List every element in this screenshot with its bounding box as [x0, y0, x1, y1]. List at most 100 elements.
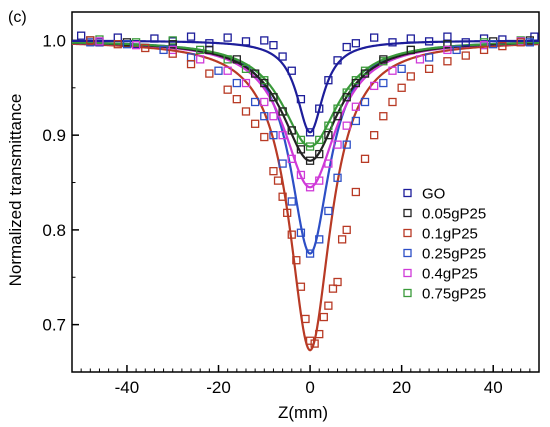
data-point-0.1gP25: [379, 112, 388, 121]
y-tick-label: 0.9: [42, 126, 66, 145]
data-point-0.05gP25: [443, 40, 452, 49]
legend-label-0.4gP25: 0.4gP25: [422, 266, 478, 283]
data-point-GO: [269, 41, 278, 50]
data-point-0.1gP25: [479, 45, 489, 55]
x-tick-label: -40: [115, 378, 140, 397]
data-point-0.4gP25: [287, 154, 296, 163]
data-point-0.75gP25: [223, 55, 232, 64]
data-point-0.1gP25: [397, 83, 406, 92]
x-tick-label: 0: [305, 378, 314, 397]
data-point-GO: [241, 37, 251, 46]
data-point-0.4gP25: [223, 66, 232, 75]
data-point-0.1gP25: [278, 192, 287, 201]
data-point-0.25gP25: [278, 159, 287, 168]
legend-marker-0.4gP25: [403, 268, 412, 278]
data-point-0.05gP25: [232, 55, 241, 64]
data-point-GO: [461, 38, 470, 47]
data-point-0.1gP25: [351, 187, 361, 197]
data-point-0.05gP25: [305, 156, 315, 165]
data-point-0.25gP25: [159, 45, 168, 55]
data-point-0.4gP25: [342, 121, 351, 130]
data-point-0.4gP25: [278, 131, 287, 140]
data-point-0.1gP25: [260, 132, 269, 142]
data-point-0.1gP25: [498, 41, 507, 51]
x-tick-label: 40: [484, 378, 503, 397]
data-point-0.1gP25: [141, 43, 150, 53]
data-point-0.4gP25: [305, 183, 315, 192]
data-point-0.25gP25: [232, 78, 241, 88]
data-point-0.1gP25: [319, 312, 328, 322]
axes: [71, 11, 540, 373]
data-point-GO: [77, 31, 86, 40]
legend-label-GO: GO: [422, 186, 445, 203]
data-point-0.1gP25: [305, 336, 315, 345]
data-point-0.25gP25: [342, 140, 351, 149]
data-point-0.1gP25: [424, 64, 434, 73]
data-point-0.25gP25: [489, 40, 498, 49]
data-point-0.4gP25: [269, 112, 278, 121]
data-point-0.05gP25: [278, 107, 287, 116]
data-point-0.1gP25: [301, 314, 310, 324]
data-point-0.75gP25: [315, 135, 324, 145]
data-point-0.05gP25: [342, 93, 351, 102]
data-point-0.25gP25: [260, 112, 269, 121]
data-point-0.4gP25: [315, 176, 324, 185]
legend-marker-0.25gP25: [403, 248, 412, 258]
data-point-0.25gP25: [525, 38, 534, 47]
data-point-0.4gP25: [479, 41, 489, 50]
data-point-0.75gP25: [342, 88, 351, 97]
y-tick-label: 0.7: [42, 316, 66, 335]
data-point-0.1gP25: [241, 107, 251, 116]
data-point-0.25gP25: [315, 235, 324, 244]
data-point-0.1gP25: [269, 167, 278, 176]
data-point-0.1gP25: [292, 256, 301, 265]
data-point-0.1gP25: [86, 36, 95, 45]
data-point-0.4gP25: [196, 55, 205, 64]
data-point-0.1gP25: [186, 59, 196, 69]
data-point-0.75gP25: [196, 45, 205, 55]
data-point-0.1gP25: [296, 282, 306, 291]
data-point-0.05gP25: [287, 126, 296, 135]
data-point-0.75gP25: [296, 135, 306, 145]
legend: GO 0.05gP25 0.1gP25 0.25gP25 0.4gP25 0.75gP25: [403, 186, 486, 303]
data-point-GO: [424, 37, 434, 46]
data-point-0.1gP25: [315, 329, 324, 339]
x-axis-title: Z(mm): [278, 403, 328, 422]
legend-label-0.75gP25: 0.75gP25: [422, 286, 486, 303]
fit-curve-0.05gP25: [71, 41, 540, 162]
data-point-0.05gP25: [269, 93, 278, 102]
data-point-0.25gP25: [122, 40, 132, 49]
data-point-0.05gP25: [168, 40, 177, 49]
data-point-0.4gP25: [260, 97, 269, 107]
data-point-GO: [406, 34, 415, 43]
data-point-0.1gP25: [461, 51, 470, 60]
legend-label-0.05gP25: 0.05gP25: [422, 206, 486, 223]
data-points: [77, 31, 539, 348]
data-point-GO: [305, 128, 315, 137]
data-point-0.1gP25: [324, 301, 333, 310]
data-point-GO: [315, 104, 324, 113]
data-point-GO: [296, 95, 306, 104]
data-point-0.75gP25: [241, 64, 251, 73]
data-point-0.4gP25: [241, 78, 251, 88]
x-tick-label: 20: [392, 378, 411, 397]
data-point-GO: [223, 33, 232, 42]
data-point-0.25gP25: [452, 45, 461, 55]
legend-marker-0.05gP25: [403, 208, 412, 218]
data-point-0.1gP25: [370, 131, 379, 140]
data-point-0.4gP25: [296, 170, 306, 180]
data-point-0.05gP25: [406, 45, 415, 55]
data-point-0.1gP25: [250, 119, 260, 128]
data-point-0.4gP25: [324, 159, 333, 168]
fit-curve-GO: [72, 39, 539, 134]
data-point-0.25gP25: [269, 131, 278, 140]
data-point-GO: [287, 66, 296, 75]
data-point-0.1gP25: [223, 85, 232, 94]
y-tick-label: 1.0: [42, 31, 66, 50]
data-point-GO: [186, 32, 196, 41]
data-point-0.4gP25: [370, 81, 379, 91]
data-point-0.4gP25: [95, 37, 104, 46]
data-point-GO: [351, 39, 361, 48]
plot-frame: [71, 11, 540, 373]
